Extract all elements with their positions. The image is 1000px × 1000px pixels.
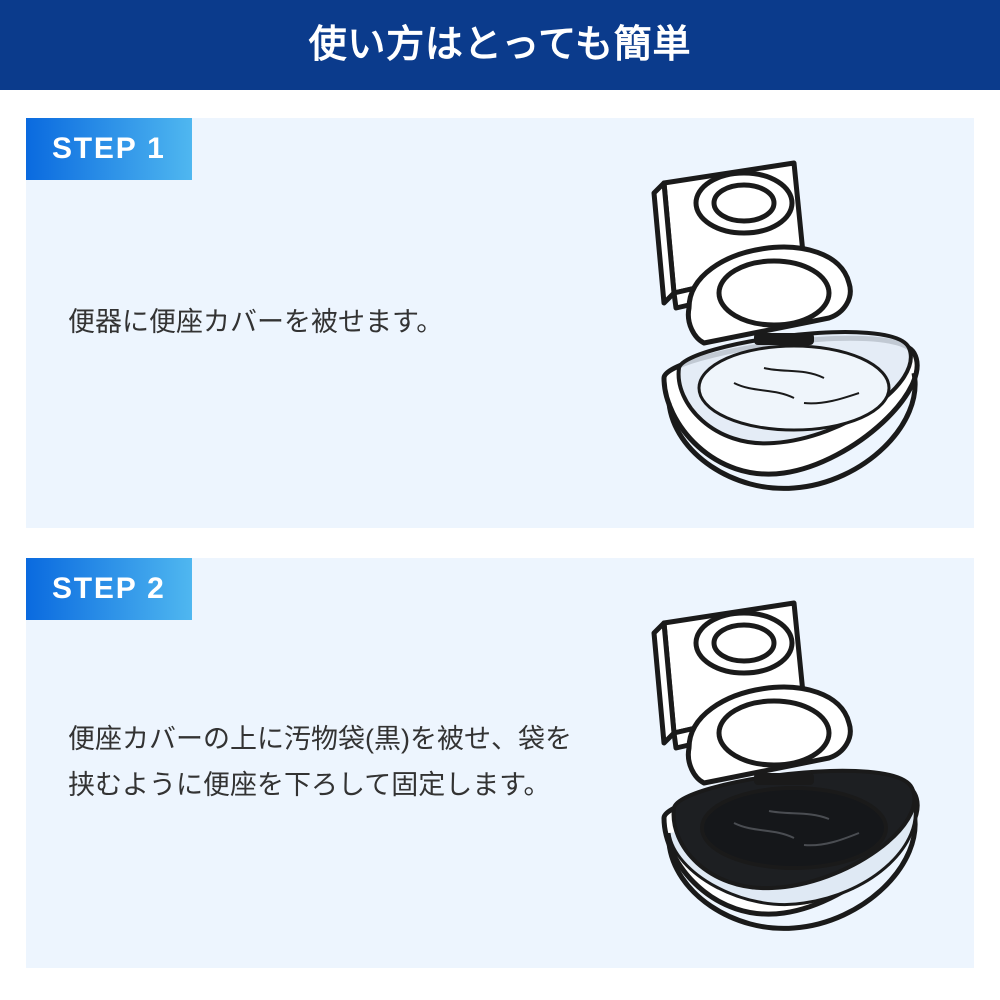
steps-container: STEP 1 便器に便座カバーを被せます。 [0, 90, 1000, 968]
toilet-illustration-blackbag [594, 583, 954, 943]
step-1-label: STEP 1 [26, 118, 192, 180]
step-2-label: STEP 2 [26, 558, 192, 620]
step-1-illustration [594, 118, 954, 528]
step-2: STEP 2 便座カバーの上に汚物袋(黒)を被せ、袋を挟むように便座を下ろして固… [26, 558, 974, 968]
step-1-text: 便器に便座カバーを被せます。 [68, 300, 594, 346]
toilet-illustration-clear [594, 143, 954, 503]
header: 使い方はとっても簡単 [0, 0, 1000, 90]
step-2-illustration [594, 558, 954, 968]
step-1: STEP 1 便器に便座カバーを被せます。 [26, 118, 974, 528]
step-2-text: 便座カバーの上に汚物袋(黒)を被せ、袋を挟むように便座を下ろして固定します。 [68, 717, 594, 809]
header-title: 使い方はとっても簡単 [309, 24, 692, 66]
